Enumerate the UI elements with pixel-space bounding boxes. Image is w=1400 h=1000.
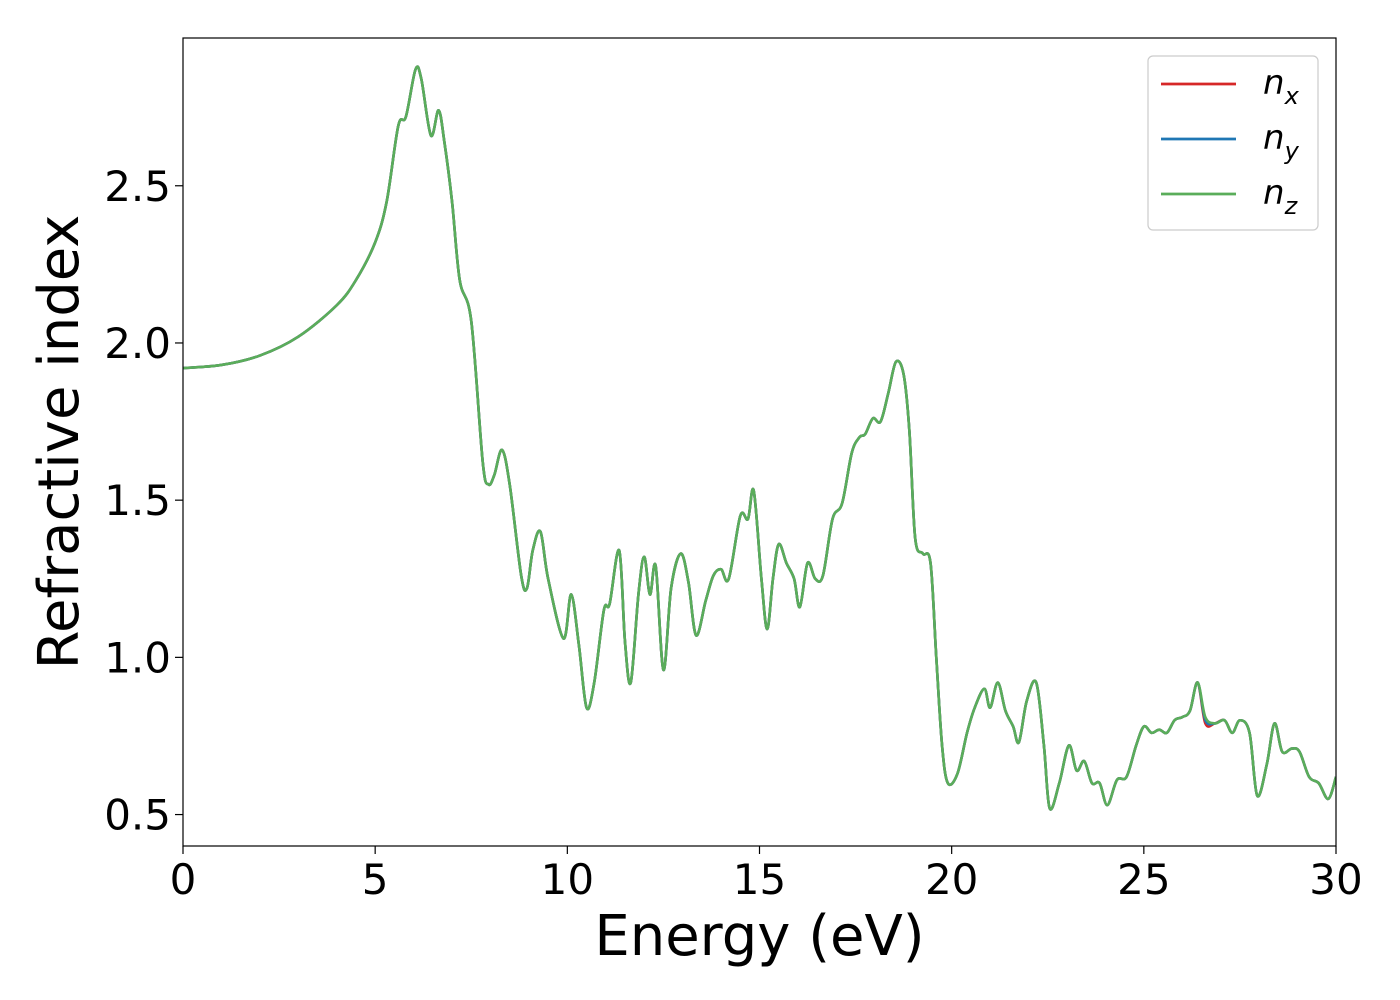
- series-layer: [183, 65, 1336, 811]
- y-tick-label: 1.0: [104, 633, 171, 682]
- x-tick-label: 10: [541, 855, 594, 904]
- x-tick-label: 0: [170, 855, 197, 904]
- x-axis-ticks: 0 5 10 15 20 25 30: [170, 846, 1363, 904]
- legend-label-nx: nx: [1263, 63, 1300, 110]
- y-tick-label: 0.5: [104, 791, 171, 840]
- x-tick-label: 25: [1117, 855, 1170, 904]
- y-tick-label: 2.5: [104, 162, 171, 211]
- legend-box: [1147, 55, 1319, 231]
- y-tick-label: 1.5: [104, 476, 171, 525]
- y-tick-label: 2.0: [104, 319, 171, 368]
- x-axis-title: Energy (eV): [594, 904, 924, 969]
- x-tick-label: 30: [1309, 855, 1362, 904]
- y-axis-title: Refractive index: [27, 215, 92, 670]
- legend-label-ny: ny: [1263, 118, 1300, 165]
- x-tick-label: 15: [733, 855, 786, 904]
- x-tick-label: 5: [362, 855, 389, 904]
- y-axis-ticks: 0.5 1.0 1.5 2.0 2.5: [104, 162, 183, 840]
- x-tick-label: 20: [925, 855, 978, 904]
- series-line-nz: [183, 65, 1336, 811]
- legend-label-nz: nz: [1263, 173, 1299, 220]
- legend: nx ny nz: [1147, 55, 1319, 231]
